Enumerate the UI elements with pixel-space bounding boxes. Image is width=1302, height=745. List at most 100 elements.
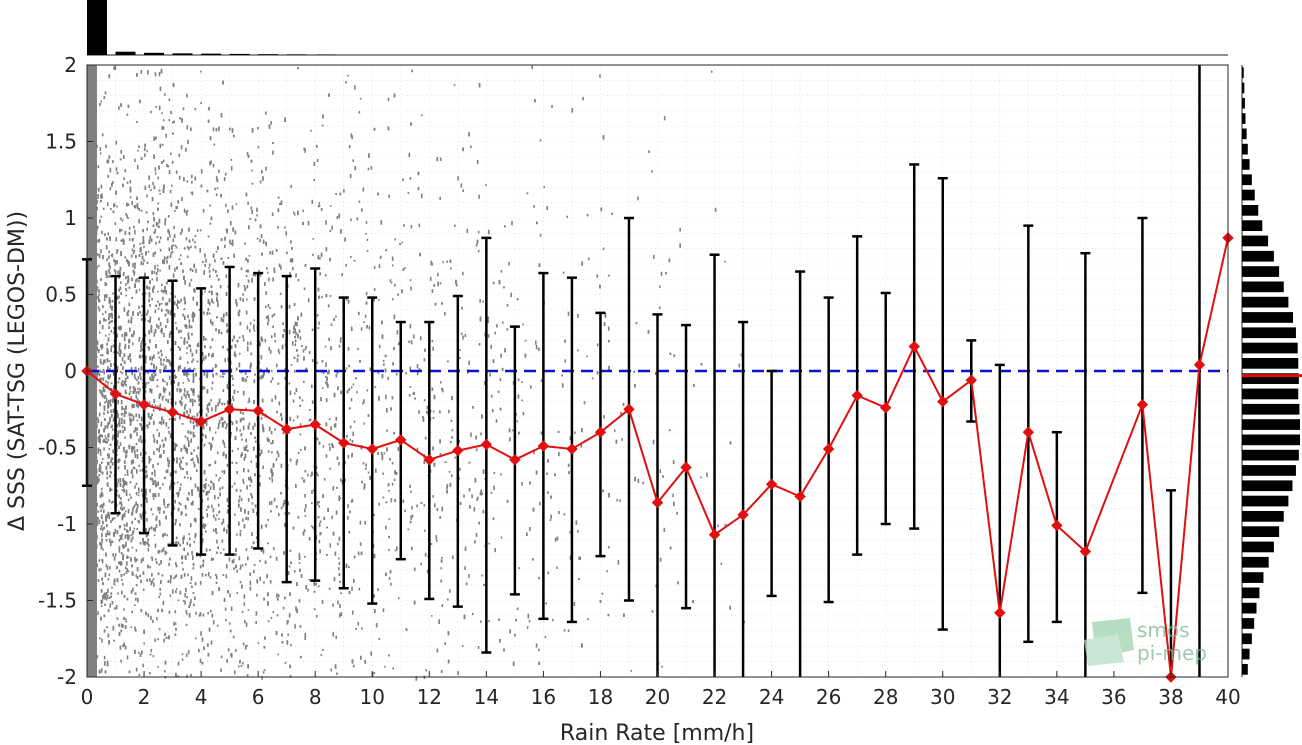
scatter-point (90, 104, 92, 107)
scatter-point (413, 334, 415, 339)
scatter-point (223, 548, 225, 551)
scatter-point (359, 97, 362, 100)
scatter-point (134, 387, 136, 392)
scatter-point (123, 595, 126, 598)
scatter-point (189, 348, 192, 353)
scatter-point (389, 279, 392, 283)
scatter-point (307, 473, 309, 477)
scatter-point (232, 398, 235, 402)
scatter-point (264, 560, 267, 564)
scatter-point (160, 308, 163, 313)
scatter-point (167, 255, 169, 259)
scatter-point (544, 636, 547, 639)
scatter-point (195, 372, 197, 377)
scatter-point (216, 514, 218, 517)
scatter-point (149, 316, 152, 321)
scatter-point (187, 413, 190, 419)
scatter-point (130, 316, 133, 320)
scatter-point (168, 391, 171, 395)
scatter-point (230, 606, 233, 611)
scatter-point (157, 463, 159, 465)
scatter-point (181, 561, 184, 564)
scatter-point (125, 411, 127, 414)
scatter-point (299, 433, 302, 436)
scatter-point (223, 313, 225, 318)
scatter-point (717, 524, 719, 528)
scatter-point (212, 163, 215, 168)
scatter-point (177, 369, 180, 372)
scatter-point (127, 570, 130, 573)
scatter-point (208, 269, 211, 273)
scatter-point (132, 263, 134, 268)
scatter-point (126, 655, 129, 660)
scatter-point (255, 462, 258, 468)
scatter-point (270, 500, 273, 505)
scatter-point (157, 307, 160, 311)
scatter-point (102, 581, 104, 585)
scatter-point (225, 618, 227, 622)
scatter-point (587, 618, 589, 621)
scatter-point (133, 271, 135, 276)
scatter-point (245, 438, 247, 443)
scatter-point (88, 509, 91, 513)
scatter-point (272, 325, 274, 328)
top-histogram-bar (172, 53, 193, 55)
scatter-point (112, 160, 114, 164)
scatter-point (338, 462, 340, 466)
scatter-point (279, 292, 282, 295)
scatter-point (104, 91, 107, 95)
scatter-point (173, 577, 175, 580)
scatter-point (248, 397, 250, 402)
scatter-point (118, 106, 120, 110)
scatter-point (89, 456, 91, 461)
scatter-point (136, 397, 139, 403)
scatter-point (577, 313, 579, 318)
scatter-point (184, 506, 187, 510)
scatter-point (271, 469, 273, 474)
scatter-point (183, 208, 186, 213)
scatter-point (118, 301, 121, 304)
scatter-point (105, 294, 108, 299)
scatter-point (158, 72, 161, 77)
scatter-point (166, 359, 168, 363)
scatter-point (116, 249, 118, 254)
scatter-point (97, 451, 99, 454)
scatter-point (175, 541, 178, 544)
scatter-point (129, 353, 131, 358)
scatter-point (462, 271, 464, 276)
scatter-point (115, 237, 118, 242)
scatter-point (447, 598, 449, 601)
scatter-point (281, 641, 284, 644)
scatter-point (129, 358, 132, 363)
scatter-point (108, 275, 111, 278)
scatter-point (138, 279, 140, 283)
scatter-point (116, 566, 118, 569)
scatter-point (230, 159, 233, 161)
scatter-point (173, 84, 175, 87)
scatter-point (242, 482, 245, 484)
scatter-point (100, 215, 103, 218)
scatter-point (373, 594, 376, 598)
scatter-point (217, 422, 220, 428)
scatter-point (175, 470, 177, 474)
scatter-point (106, 594, 109, 600)
scatter-point (108, 573, 111, 577)
scatter-point (193, 367, 196, 371)
scatter-point (246, 325, 249, 330)
scatter-point (130, 538, 133, 542)
scatter-point (128, 444, 131, 450)
scatter-point (108, 420, 111, 425)
scatter-point (236, 569, 238, 573)
scatter-point (246, 346, 249, 348)
scatter-point (254, 436, 256, 439)
scatter-point (196, 301, 198, 304)
scatter-point (384, 665, 386, 668)
scatter-point (648, 150, 650, 153)
scatter-point (147, 250, 150, 253)
scatter-point (110, 329, 113, 333)
scatter-point (136, 164, 139, 170)
scatter-point (263, 581, 265, 584)
scatter-point (272, 277, 274, 282)
scatter-point (404, 509, 406, 513)
scatter-point (91, 489, 94, 492)
